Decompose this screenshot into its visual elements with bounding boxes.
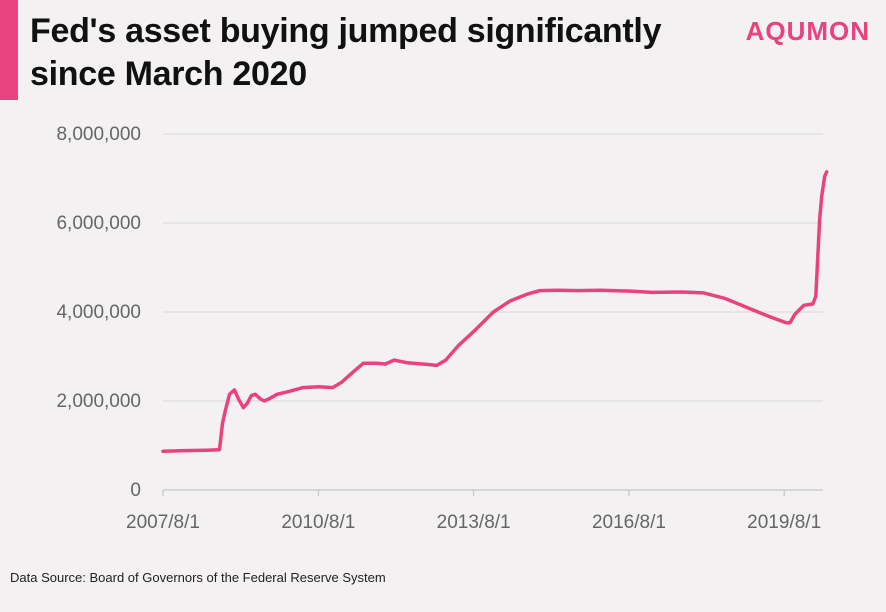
x-tick-label: 2013/8/1 — [437, 512, 511, 533]
y-tick-label: 0 — [130, 480, 141, 501]
data-source-note: Data Source: Board of Governors of the F… — [10, 570, 386, 585]
title-accent-bar — [0, 0, 18, 100]
x-tick-label: 2007/8/1 — [126, 512, 200, 533]
x-tick-label: 2019/8/1 — [747, 512, 821, 533]
x-tick-label: 2010/8/1 — [281, 512, 355, 533]
aqumon-logo: AQUMON — [745, 16, 870, 46]
y-tick-label: 2,000,000 — [56, 391, 141, 412]
y-tick-label: 6,000,000 — [56, 213, 141, 234]
x-tick-label: 2016/8/1 — [592, 512, 666, 533]
y-tick-label: 4,000,000 — [56, 302, 141, 323]
y-tick-label: 8,000,000 — [56, 124, 141, 145]
page-title: Fed's asset buying jumped significantly … — [30, 12, 662, 93]
fed-assets-series-line — [161, 170, 829, 454]
